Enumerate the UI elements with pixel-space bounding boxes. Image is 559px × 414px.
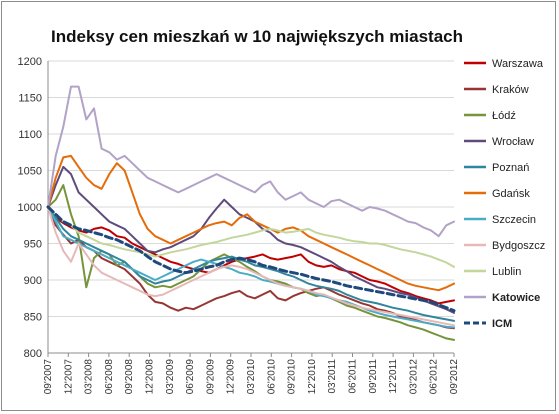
x-tick-label: 06'2009 xyxy=(185,359,196,395)
x-tick-label: 12'2007 xyxy=(63,359,74,395)
series-line-łódź xyxy=(47,184,455,341)
y-tick-label: 900 xyxy=(24,275,42,287)
series-line-szczecin xyxy=(47,206,455,329)
y-tick-label: 800 xyxy=(24,348,42,360)
legend-label: Bydgoszcz xyxy=(492,240,545,252)
legend-label: Lublin xyxy=(492,266,521,278)
x-tick-label: 09'2011 xyxy=(368,359,379,394)
x-tick-label: 03'2009 xyxy=(165,359,176,395)
grid-layer xyxy=(48,60,454,354)
x-tick-label: 06'2010 xyxy=(266,359,277,395)
y-tick-label: 850 xyxy=(24,312,42,324)
series-line-lublin xyxy=(47,206,455,268)
legend-label: Kraków xyxy=(492,84,529,96)
series-line-kraków xyxy=(47,206,455,330)
legend-label: Gdańsk xyxy=(492,188,530,200)
x-tick-label: 09'2007 xyxy=(43,359,54,395)
y-tick-label: 1000 xyxy=(18,202,42,214)
series-line-warszawa xyxy=(47,206,455,305)
legend-label: Wrocław xyxy=(492,136,534,148)
x-tick-label: 12'2008 xyxy=(145,359,156,395)
x-tick-label: 12'2011 xyxy=(388,359,399,394)
series-line-poznań xyxy=(47,206,455,322)
x-tick-label: 06'2012 xyxy=(429,359,440,395)
series-layer xyxy=(46,85,456,341)
x-tick-label: 03'2012 xyxy=(408,359,419,395)
legend-label: ICM xyxy=(492,318,512,330)
chart-title: Indeksy cen mieszkań w 10 największych m… xyxy=(51,27,463,46)
x-tick-label: 03'2010 xyxy=(246,359,257,395)
legend-label: Szczecin xyxy=(492,214,536,226)
legend-label: Warszawa xyxy=(492,58,544,70)
y-tick-label: 1150 xyxy=(18,93,42,105)
x-tick-label: 06'2008 xyxy=(104,359,115,395)
x-tick-label: 09'2010 xyxy=(287,359,298,395)
series-line-wrocław xyxy=(47,165,455,314)
x-tick-label: 12'2010 xyxy=(307,359,318,395)
series-line-bydgoszcz xyxy=(47,206,455,327)
y-tick-label: 950 xyxy=(24,239,42,251)
series-line-gdańsk xyxy=(47,154,455,292)
x-tick-label: 03'2011 xyxy=(327,359,338,394)
x-tick-label: 09'2012 xyxy=(449,359,460,395)
x-tick-label: 09'2008 xyxy=(124,359,135,395)
series-line-icm xyxy=(46,205,456,313)
series-line-katowice xyxy=(47,85,455,238)
y-tick-label: 1050 xyxy=(18,166,42,178)
x-tick-label: 06'2011 xyxy=(348,359,359,394)
y-tick-label: 1100 xyxy=(18,129,42,141)
y-tick-label: 1200 xyxy=(18,56,42,68)
legend-label: Poznań xyxy=(492,162,529,174)
legend-label: Katowice xyxy=(492,292,540,304)
x-tick-label: 12'2009 xyxy=(226,359,237,395)
legend-label: Łódź xyxy=(492,110,516,122)
x-tick-label: 03'2008 xyxy=(84,359,95,395)
x-tick-label: 09'2009 xyxy=(205,359,216,395)
legend: Warszawa Kraków Łódź Wrocław Poznań Gdańsk Szc… xyxy=(464,58,545,330)
